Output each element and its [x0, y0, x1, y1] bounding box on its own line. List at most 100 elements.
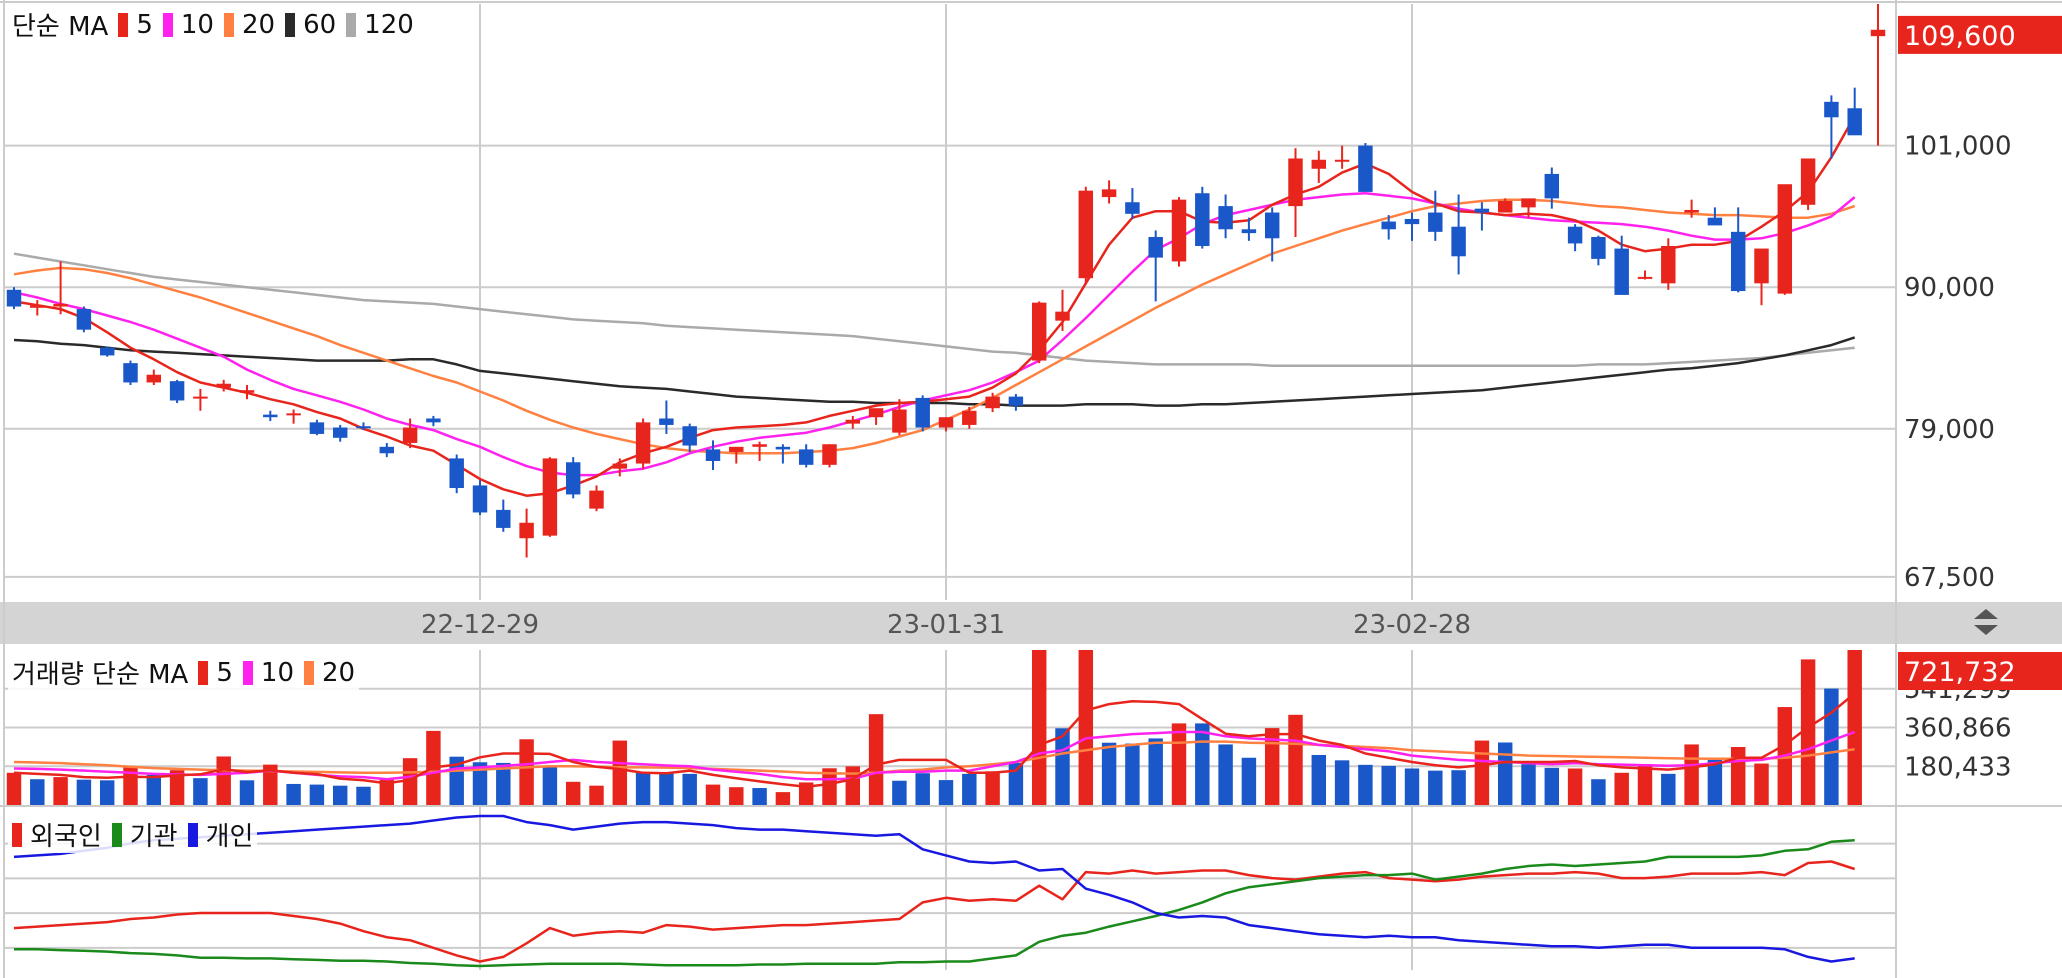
candle-body[interactable] — [1451, 226, 1466, 257]
candle-body[interactable] — [1591, 236, 1606, 259]
candle-body[interactable] — [169, 381, 185, 401]
volume-bar[interactable] — [1661, 773, 1676, 805]
volume-bar[interactable] — [659, 773, 674, 805]
volume-bar[interactable] — [1334, 760, 1350, 805]
volume-bar[interactable] — [332, 785, 348, 805]
volume-bar[interactable] — [1101, 742, 1117, 805]
volume-bar[interactable] — [309, 784, 325, 805]
volume-bar[interactable] — [1847, 650, 1862, 805]
candle-body[interactable] — [146, 374, 162, 383]
candle-body[interactable] — [1777, 184, 1793, 294]
volume-bar[interactable] — [612, 740, 628, 805]
candle-body[interactable] — [1824, 101, 1839, 118]
candle-body[interactable] — [53, 303, 68, 307]
volume-bar[interactable] — [705, 784, 721, 805]
volume-bar[interactable] — [915, 773, 930, 805]
candle-body[interactable] — [1008, 396, 1024, 406]
candle-body[interactable] — [775, 446, 791, 450]
volume-bar[interactable] — [1637, 764, 1653, 805]
candle-body[interactable] — [216, 383, 231, 388]
candle-body[interactable] — [1264, 212, 1280, 239]
volume-bar[interactable] — [286, 783, 301, 805]
candle-body[interactable] — [1195, 193, 1210, 247]
volume-bar[interactable] — [1358, 764, 1373, 805]
volume-bar[interactable] — [1730, 747, 1746, 805]
volume-bar[interactable] — [1591, 779, 1606, 805]
volume-bar[interactable] — [1824, 688, 1839, 805]
candle-body[interactable] — [1334, 159, 1350, 162]
candle-body[interactable] — [1125, 202, 1140, 214]
volume-bar[interactable] — [1055, 728, 1070, 805]
volume-bar[interactable] — [1474, 740, 1490, 805]
volume-bar[interactable] — [30, 779, 45, 805]
volume-bar[interactable] — [169, 770, 185, 805]
candle-body[interactable] — [1637, 276, 1653, 279]
candle-body[interactable] — [845, 419, 861, 424]
candle-body[interactable] — [1661, 246, 1676, 284]
candle-body[interactable] — [263, 414, 278, 418]
candle-body[interactable] — [589, 490, 604, 509]
candle-body[interactable] — [962, 410, 977, 425]
candle-body[interactable] — [1288, 158, 1303, 207]
candle-body[interactable] — [309, 422, 325, 434]
volume-bar[interactable] — [1800, 659, 1816, 805]
volume-bar[interactable] — [1707, 759, 1723, 805]
candle-body[interactable] — [612, 463, 628, 469]
volume-bar[interactable] — [1218, 744, 1233, 805]
candle-body[interactable] — [1101, 189, 1117, 198]
candle-body[interactable] — [892, 409, 907, 433]
candle-body[interactable] — [1567, 226, 1583, 244]
volume-bar[interactable] — [775, 792, 791, 805]
volume-bar[interactable] — [1288, 714, 1303, 805]
volume-bar[interactable] — [542, 766, 558, 805]
candle-body[interactable] — [659, 418, 674, 425]
volume-bar[interactable] — [472, 762, 488, 805]
volume-bar[interactable] — [729, 787, 744, 805]
volume-bar[interactable] — [868, 714, 884, 805]
candle-body[interactable] — [915, 397, 930, 428]
volume-bar[interactable] — [1125, 743, 1140, 805]
volume-bar[interactable] — [752, 788, 767, 805]
candle-body[interactable] — [1381, 221, 1396, 230]
candle-body[interactable] — [1171, 199, 1187, 262]
volume-bar[interactable] — [682, 773, 697, 805]
candle-body[interactable] — [985, 396, 1000, 409]
candle-body[interactable] — [938, 417, 954, 428]
candle-body[interactable] — [565, 462, 581, 495]
candle-body[interactable] — [496, 509, 511, 528]
volume-bar[interactable] — [1171, 723, 1187, 805]
candle-body[interactable] — [472, 485, 488, 513]
candle-body[interactable] — [1614, 248, 1629, 295]
volume-bar[interactable] — [146, 774, 162, 805]
volume-bar[interactable] — [1195, 723, 1210, 805]
candle-body[interactable] — [752, 444, 767, 447]
volume-bar[interactable] — [1381, 765, 1396, 805]
volume-bar[interactable] — [938, 780, 954, 805]
candle-body[interactable] — [356, 426, 371, 429]
candle-body[interactable] — [1521, 198, 1536, 208]
volume-bar[interactable] — [6, 772, 22, 805]
volume-bar[interactable] — [1008, 762, 1024, 805]
candle-body[interactable] — [682, 426, 697, 446]
candle-body[interactable] — [1311, 159, 1327, 169]
volume-bar[interactable] — [239, 780, 255, 805]
volume-bar[interactable] — [822, 768, 837, 805]
volume-bar[interactable] — [1404, 768, 1420, 805]
volume-bar[interactable] — [798, 782, 814, 805]
volume-bar[interactable] — [1521, 764, 1536, 805]
volume-bar[interactable] — [193, 778, 208, 805]
candle-body[interactable] — [1707, 217, 1723, 226]
candle-body[interactable] — [379, 446, 395, 454]
candle-body[interactable] — [1474, 208, 1490, 213]
volume-bar[interactable] — [962, 773, 977, 805]
volume-bar[interactable] — [1497, 742, 1513, 805]
candle-body[interactable] — [1754, 248, 1769, 284]
volume-bar[interactable] — [356, 786, 371, 805]
volume-bar[interactable] — [1148, 738, 1163, 805]
volume-bar[interactable] — [1451, 770, 1466, 805]
candle-body[interactable] — [6, 289, 22, 307]
candle-body[interactable] — [1847, 108, 1862, 136]
candle-body[interactable] — [449, 458, 464, 489]
volume-bar[interactable] — [1567, 768, 1583, 805]
